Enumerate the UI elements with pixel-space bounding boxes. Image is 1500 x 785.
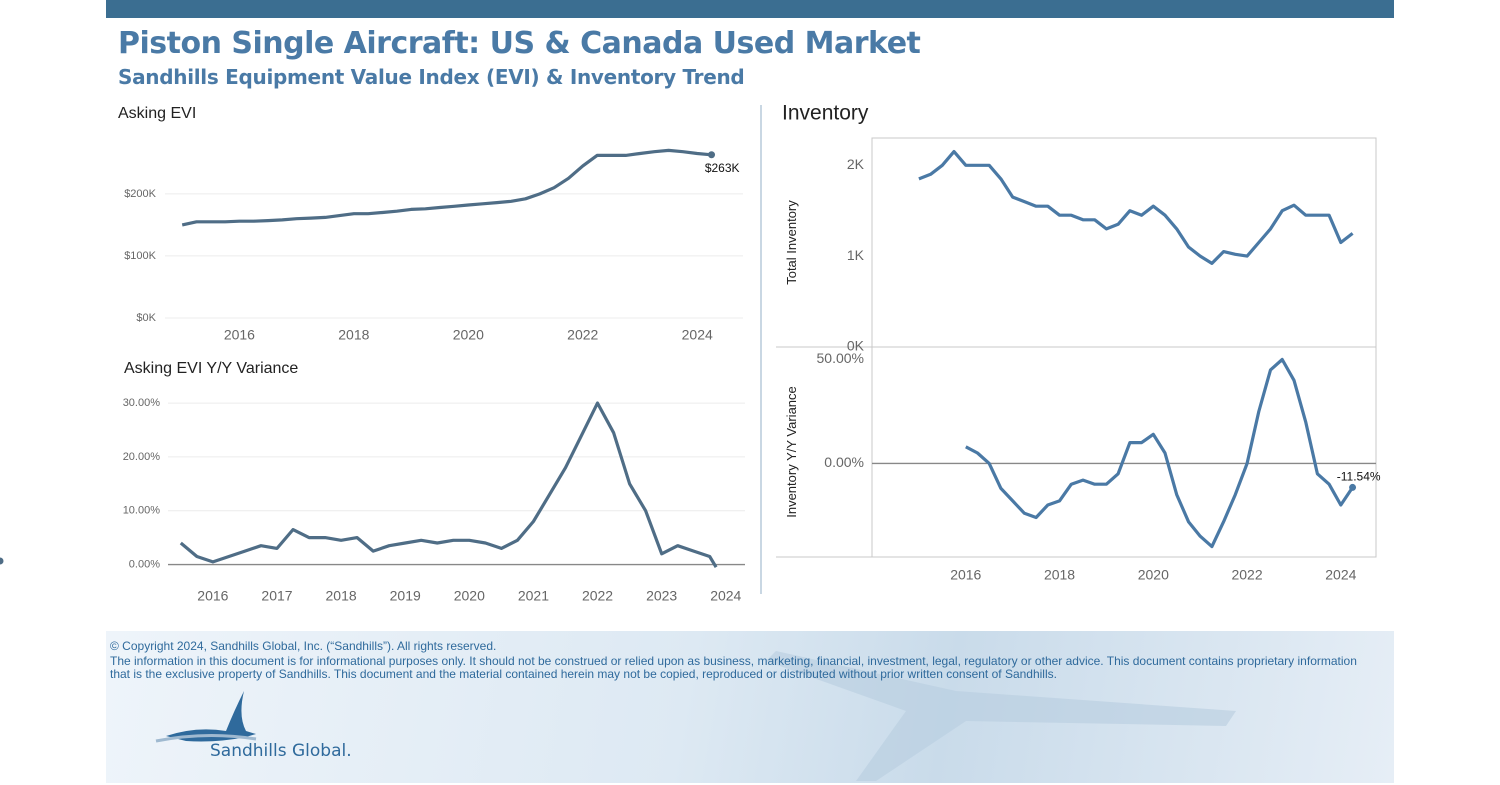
end-point — [1349, 483, 1357, 491]
y-tick-label: 0K — [847, 338, 865, 354]
page-subtitle: Sandhills Equipment Value Index (EVI) & … — [118, 65, 745, 89]
chart-title: Asking EVI — [118, 105, 196, 122]
y-tick-label: 20.00% — [123, 451, 161, 463]
plane-silhouette — [766, 651, 1236, 781]
x-tick-label: 2016 — [950, 567, 981, 583]
end-point — [708, 151, 716, 159]
logo — [155, 691, 257, 743]
x-tick-label: 2020 — [1138, 567, 1169, 583]
x-tick-label: 2020 — [453, 327, 484, 343]
y-tick-label: 10.00% — [123, 505, 161, 517]
top-bar — [106, 0, 1394, 18]
data-line — [965, 357, 1354, 549]
copyright: © Copyright 2024, Sandhills Global, Inc.… — [110, 639, 497, 653]
data-line — [179, 401, 718, 569]
y-tick-label: $0K — [136, 312, 156, 324]
y-tick-label: 50.00% — [817, 350, 864, 366]
x-tick-label: 2016 — [224, 327, 255, 343]
plot-frame — [871, 137, 1377, 348]
x-tick-label: 2022 — [567, 327, 598, 343]
x-tick-label: 2022 — [1231, 567, 1262, 583]
x-tick-label: 2022 — [582, 588, 613, 604]
end-label: -11.54% — [1337, 470, 1381, 484]
x-tick-label: 2018 — [1044, 567, 1075, 583]
end-point — [0, 557, 4, 565]
x-tick-label: 2023 — [646, 588, 677, 604]
x-tick-label: 2024 — [1325, 567, 1356, 583]
x-tick-label: 2018 — [338, 327, 369, 343]
x-tick-label: 2024 — [710, 588, 741, 604]
charts: Asking EVI $0K $100K $200K 2016 2018 2020 2022 2… — [0, 102, 1381, 604]
x-tick-label: 2020 — [454, 588, 485, 604]
plot-frame — [871, 346, 1377, 558]
disclaimer: The information in this document is for … — [110, 654, 1357, 681]
y-tick-label: $100K — [124, 250, 156, 262]
x-tick-label: 2024 — [682, 327, 713, 343]
logo-text: Sandhills Global. — [210, 741, 352, 761]
data-line — [918, 150, 1354, 265]
x-tick-label: 2019 — [390, 588, 421, 604]
plane-art — [766, 651, 1236, 781]
logo-swoosh — [155, 733, 257, 743]
y-tick-label: 1K — [847, 247, 865, 263]
y-tick-label: $200K — [124, 188, 156, 200]
x-tick-label: 2021 — [518, 588, 549, 604]
x-tick-label: 2018 — [326, 588, 357, 604]
footer: © Copyright 2024, Sandhills Global, Inc.… — [106, 631, 1394, 783]
y-tick-label: 30.00% — [123, 397, 161, 409]
y-axis-title: Total Inventory — [784, 200, 799, 285]
chart-title: Asking EVI Y/Y Variance — [124, 360, 298, 377]
y-tick-label: 2K — [847, 156, 865, 172]
y-tick-label: 0.00% — [129, 558, 160, 570]
chart-title: Inventory — [782, 102, 869, 125]
data-line — [181, 148, 712, 227]
page-title: Piston Single Aircraft: US & Canada Used… — [118, 26, 921, 61]
y-axis-title: Inventory Y/Y Variance — [784, 386, 799, 518]
y-tick-label: 0.00% — [824, 454, 864, 470]
logo-bird — [166, 691, 256, 742]
end-label: $263K — [705, 161, 740, 175]
x-tick-label: 2017 — [261, 588, 292, 604]
x-tick-label: 2016 — [197, 588, 228, 604]
